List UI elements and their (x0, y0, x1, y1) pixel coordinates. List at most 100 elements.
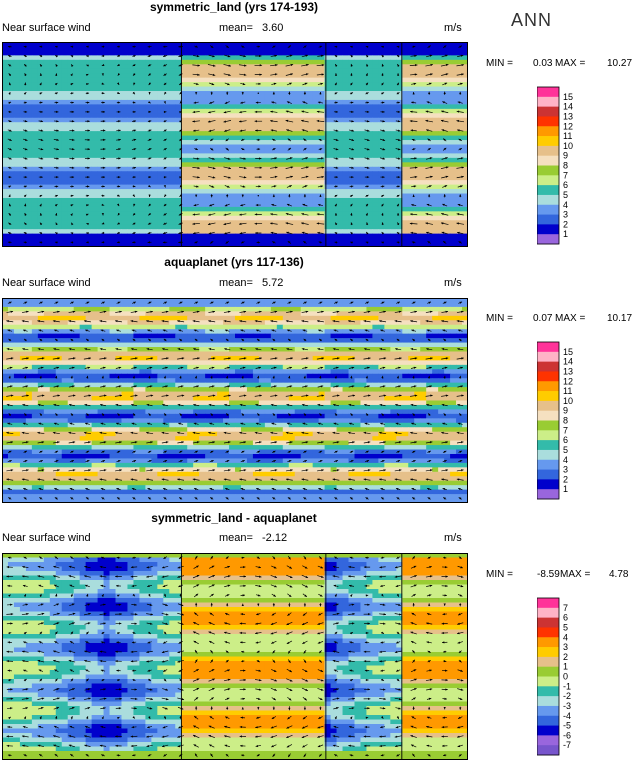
field-cell (121, 51, 127, 56)
field-cell (151, 316, 157, 321)
field-cell (74, 202, 80, 207)
field-cell (32, 316, 38, 321)
field-cell (169, 220, 175, 225)
field-cell (127, 69, 133, 74)
field-cell (175, 69, 181, 74)
field-cell (187, 238, 193, 243)
field-cell (289, 180, 295, 185)
field-cell (402, 325, 408, 330)
field-cell (253, 140, 259, 145)
field-cell (205, 238, 211, 243)
field-cell (121, 82, 127, 87)
field-cell (372, 216, 378, 221)
field-cell (62, 220, 68, 225)
field-cell (343, 91, 349, 96)
field-cell (104, 78, 110, 83)
field-cell (247, 176, 253, 181)
field-cell (26, 82, 32, 87)
field-cell (74, 194, 80, 199)
field-cell (283, 145, 289, 150)
field-cell (74, 316, 80, 321)
field-cell (223, 189, 229, 194)
field-cell (295, 140, 301, 145)
field-cell (104, 153, 110, 158)
field-cell (402, 60, 408, 65)
field-cell (277, 136, 283, 141)
field-cell (313, 325, 319, 330)
field-cell (372, 202, 378, 207)
field-cell (92, 194, 98, 199)
field-cell (68, 216, 74, 221)
field-cell (110, 158, 116, 163)
field-cell (307, 162, 313, 167)
field-cell (277, 127, 283, 132)
field-cell (337, 162, 343, 167)
field-cell (50, 113, 56, 118)
field-cell (241, 153, 247, 158)
field-cell (325, 307, 331, 312)
field-cell (384, 87, 390, 92)
field-cell (139, 171, 145, 176)
field-cell (420, 311, 426, 316)
field-cell (372, 118, 378, 123)
field-cell (402, 311, 408, 316)
field-cell (301, 198, 307, 203)
field-cell (301, 180, 307, 185)
field-cell (110, 104, 116, 109)
field-cell (426, 216, 432, 221)
field-cell (217, 202, 223, 207)
field-cell (271, 51, 277, 56)
field-cell (151, 207, 157, 212)
field-cell (223, 171, 229, 176)
field-cell (432, 238, 438, 243)
field-cell (14, 220, 20, 225)
field-cell (337, 167, 343, 172)
field-cell (360, 158, 366, 163)
field-cell (378, 325, 384, 330)
field-cell (390, 158, 396, 163)
field-cell (414, 69, 420, 74)
field-cell (283, 78, 289, 83)
field-cell (456, 216, 462, 221)
field-cell (151, 162, 157, 167)
field-cell (265, 113, 271, 118)
field-cell (313, 91, 319, 96)
field-cell (104, 60, 110, 65)
field-cell (283, 162, 289, 167)
field-cell (295, 225, 301, 230)
field-cell (343, 149, 349, 154)
field-cell (163, 162, 169, 167)
field-cell (169, 145, 175, 150)
field-cell (175, 234, 181, 239)
field-cell (26, 145, 32, 150)
field-cell (80, 234, 86, 239)
field-cell (337, 131, 343, 136)
field-cell (432, 311, 438, 316)
panel-1-max-value: 10.27 (607, 58, 632, 69)
field-cell (74, 176, 80, 181)
field-cell (331, 207, 337, 212)
field-cell (337, 220, 343, 225)
field-cell (199, 91, 205, 96)
field-cell (414, 334, 420, 339)
field-cell (384, 100, 390, 105)
field-cell (133, 307, 139, 312)
field-cell (133, 60, 139, 65)
field-cell (175, 162, 181, 167)
field-cell (295, 73, 301, 78)
field-cell (20, 189, 26, 194)
field-cell (229, 316, 235, 321)
field-cell (390, 87, 396, 92)
field-cell (86, 229, 92, 234)
field-cell (181, 207, 187, 212)
field-cell (247, 95, 253, 100)
field-cell (14, 140, 20, 145)
field-cell (337, 55, 343, 60)
field-cell (384, 220, 390, 225)
field-cell (14, 91, 20, 96)
field-cell (145, 104, 151, 109)
field-cell (98, 316, 104, 321)
field-cell (199, 104, 205, 109)
field-cell (372, 329, 378, 334)
